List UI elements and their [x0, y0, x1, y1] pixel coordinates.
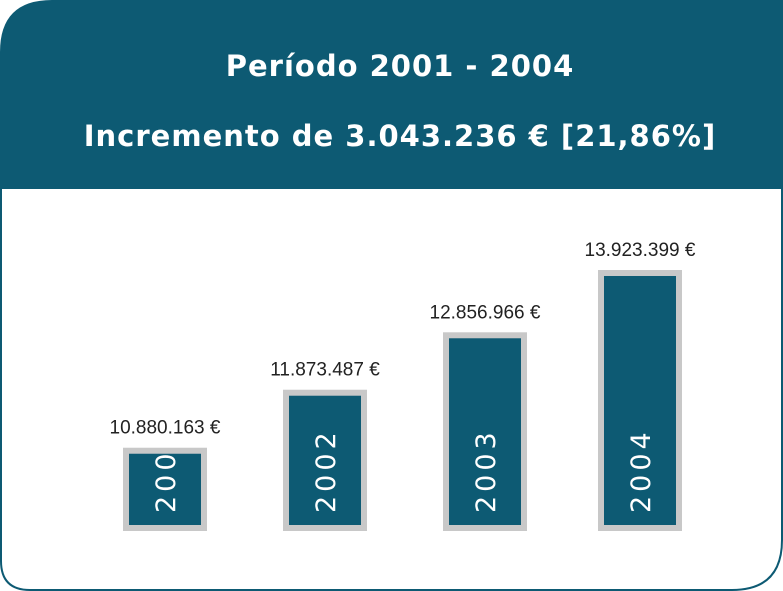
category-label: 2003: [471, 428, 502, 513]
value-label: 11.873.487 €: [270, 360, 380, 381]
bar: [129, 453, 201, 525]
category-label: 2002: [311, 428, 342, 513]
bar: [289, 395, 361, 525]
value-label: 10.880.163 €: [110, 418, 221, 439]
chart-title: Período 2001 - 2004: [226, 49, 575, 83]
category-label: 2004: [626, 428, 657, 513]
bar: [604, 275, 676, 525]
chart-subtitle: Incremento de 3.043.236 € [21,86%]: [84, 119, 716, 153]
header: [1, 1, 782, 189]
value-label: 13.923.399 €: [585, 240, 696, 261]
value-label: 12.856.966 €: [430, 302, 541, 323]
category-label: 2001: [151, 428, 182, 513]
bar: [449, 338, 521, 525]
